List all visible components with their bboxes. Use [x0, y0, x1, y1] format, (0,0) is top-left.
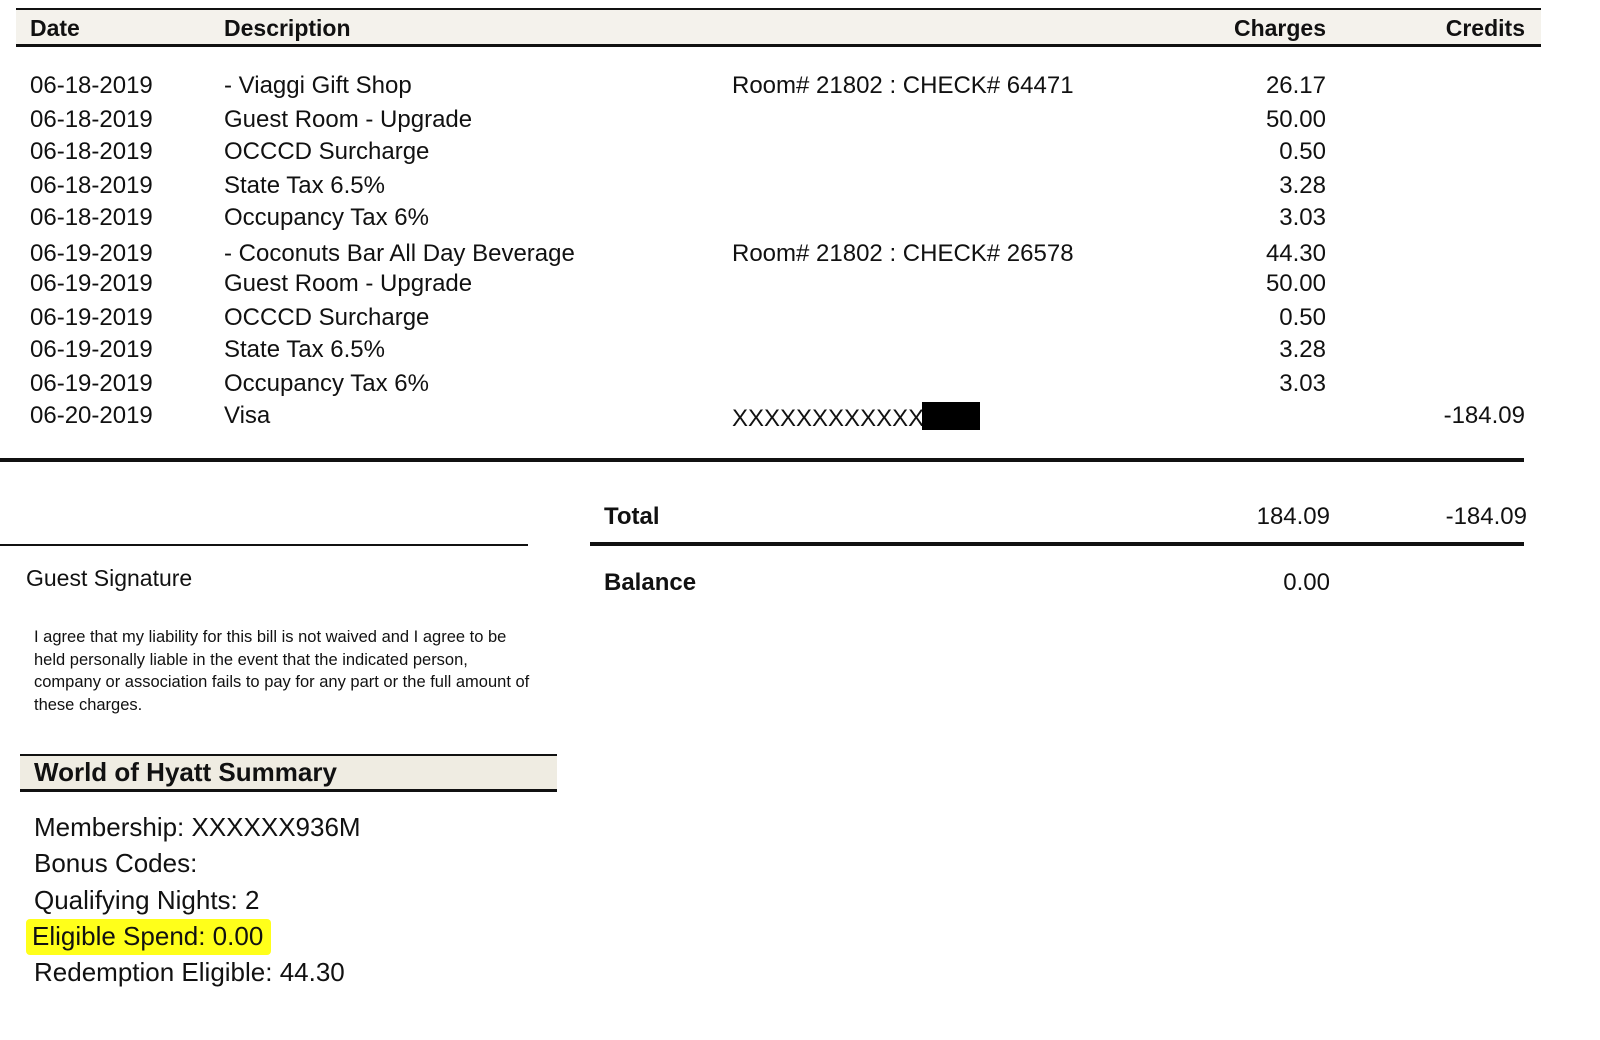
row-reference: Room# 21802 : CHECK# 26578 [732, 240, 1074, 267]
row-date: 06-18-2019 [30, 72, 153, 99]
row-description: Guest Room - Upgrade [224, 270, 473, 297]
table-row: 06-19-2019 Occupancy Tax 6% 3.03 [0, 370, 1600, 402]
hyatt-summary-header [20, 754, 557, 792]
total-label: Total [604, 503, 660, 530]
table-header-bar [16, 8, 1541, 47]
table-row: 06-18-2019 State Tax 6.5% 3.28 [0, 172, 1600, 204]
table-row: 06-18-2019 OCCCD Surcharge 0.50 [0, 138, 1600, 170]
row-date: 06-20-2019 [30, 402, 153, 429]
row-charges: 3.03 [1279, 204, 1326, 231]
table-row: 06-18-2019 Guest Room - Upgrade 50.00 [0, 106, 1600, 138]
row-charges: 3.03 [1279, 370, 1326, 397]
table-row: 06-19-2019 State Tax 6.5% 3.28 [0, 336, 1600, 368]
row-description: State Tax 6.5% [224, 172, 385, 199]
row-description: - Viaggi Gift Shop [224, 72, 412, 99]
row-charges: 26.17 [1265, 72, 1326, 99]
table-row: 06-20-2019 Visa XXXXXXXXXXXX -184.09 [0, 402, 1600, 434]
row-date: 06-19-2019 [30, 240, 153, 267]
table-end-rule [0, 458, 1524, 462]
header-credits: Credits [1445, 15, 1525, 41]
row-description: Occupancy Tax 6% [224, 370, 429, 397]
row-date: 06-19-2019 [30, 304, 153, 331]
table-row: 06-18-2019 - Viaggi Gift Shop Room# 2180… [0, 72, 1600, 104]
row-charges: 50.00 [1265, 106, 1326, 133]
row-date: 06-19-2019 [30, 270, 153, 297]
redemption-eligible-line: Redemption Eligible: 44.30 [34, 957, 345, 987]
row-charges: 0.50 [1279, 304, 1326, 331]
row-description: Occupancy Tax 6% [224, 204, 429, 231]
row-description: OCCCD Surcharge [224, 138, 430, 165]
total-rule [590, 542, 1524, 546]
total-credits: -184.09 [1445, 503, 1527, 530]
header-date: Date [30, 15, 80, 41]
table-row: 06-18-2019 Occupancy Tax 6% 3.03 [0, 204, 1600, 236]
row-charges: 44.30 [1265, 240, 1326, 267]
row-description: Guest Room - Upgrade [224, 106, 473, 133]
eligible-spend-line: Eligible Spend: 0.00 [26, 919, 272, 955]
card-number-masked: XXXXXXXXXXXX [732, 405, 925, 432]
header-description: Description [224, 15, 351, 41]
row-reference: Room# 21802 : CHECK# 64471 [732, 72, 1074, 99]
row-date: 06-18-2019 [30, 138, 153, 165]
row-date: 06-19-2019 [30, 336, 153, 363]
balance-value: 0.00 [1283, 569, 1330, 596]
guest-signature-label: Guest Signature [26, 565, 193, 591]
qualifying-nights-line: Qualifying Nights: 2 [34, 885, 260, 915]
row-date: 06-18-2019 [30, 106, 153, 133]
row-description: Visa [224, 402, 271, 429]
membership-line: Membership: XXXXXX936M [34, 812, 361, 842]
row-date: 06-18-2019 [30, 204, 153, 231]
liability-disclaimer: I agree that my liability for this bill … [34, 628, 530, 714]
row-description: - Coconuts Bar All Day Beverage [224, 240, 575, 267]
row-reference: XXXXXXXXXXXX [732, 402, 981, 433]
total-charges: 184.09 [1256, 503, 1330, 530]
signature-line [0, 544, 528, 546]
balance-label: Balance [604, 569, 697, 596]
row-charges: 50.00 [1265, 270, 1326, 297]
table-row: 06-19-2019 Guest Room - Upgrade 50.00 [0, 270, 1600, 302]
row-credits: -184.09 [1443, 402, 1525, 429]
bonus-codes-line: Bonus Codes: [34, 848, 198, 878]
row-description: State Tax 6.5% [224, 336, 385, 363]
redaction-block [922, 402, 981, 430]
header-charges: Charges [1233, 15, 1326, 41]
row-date: 06-19-2019 [30, 370, 153, 397]
row-charges: 0.50 [1279, 138, 1326, 165]
eligible-spend-highlight: Eligible Spend: 0.00 [26, 919, 272, 955]
row-date: 06-18-2019 [30, 172, 153, 199]
table-row: 06-19-2019 - Coconuts Bar All Day Bevera… [0, 240, 1600, 272]
table-row: 06-19-2019 OCCCD Surcharge 0.50 [0, 304, 1600, 336]
hyatt-summary-title: World of Hyatt Summary [34, 757, 337, 787]
row-description: OCCCD Surcharge [224, 304, 430, 331]
row-charges: 3.28 [1279, 172, 1326, 199]
row-charges: 3.28 [1279, 336, 1326, 363]
